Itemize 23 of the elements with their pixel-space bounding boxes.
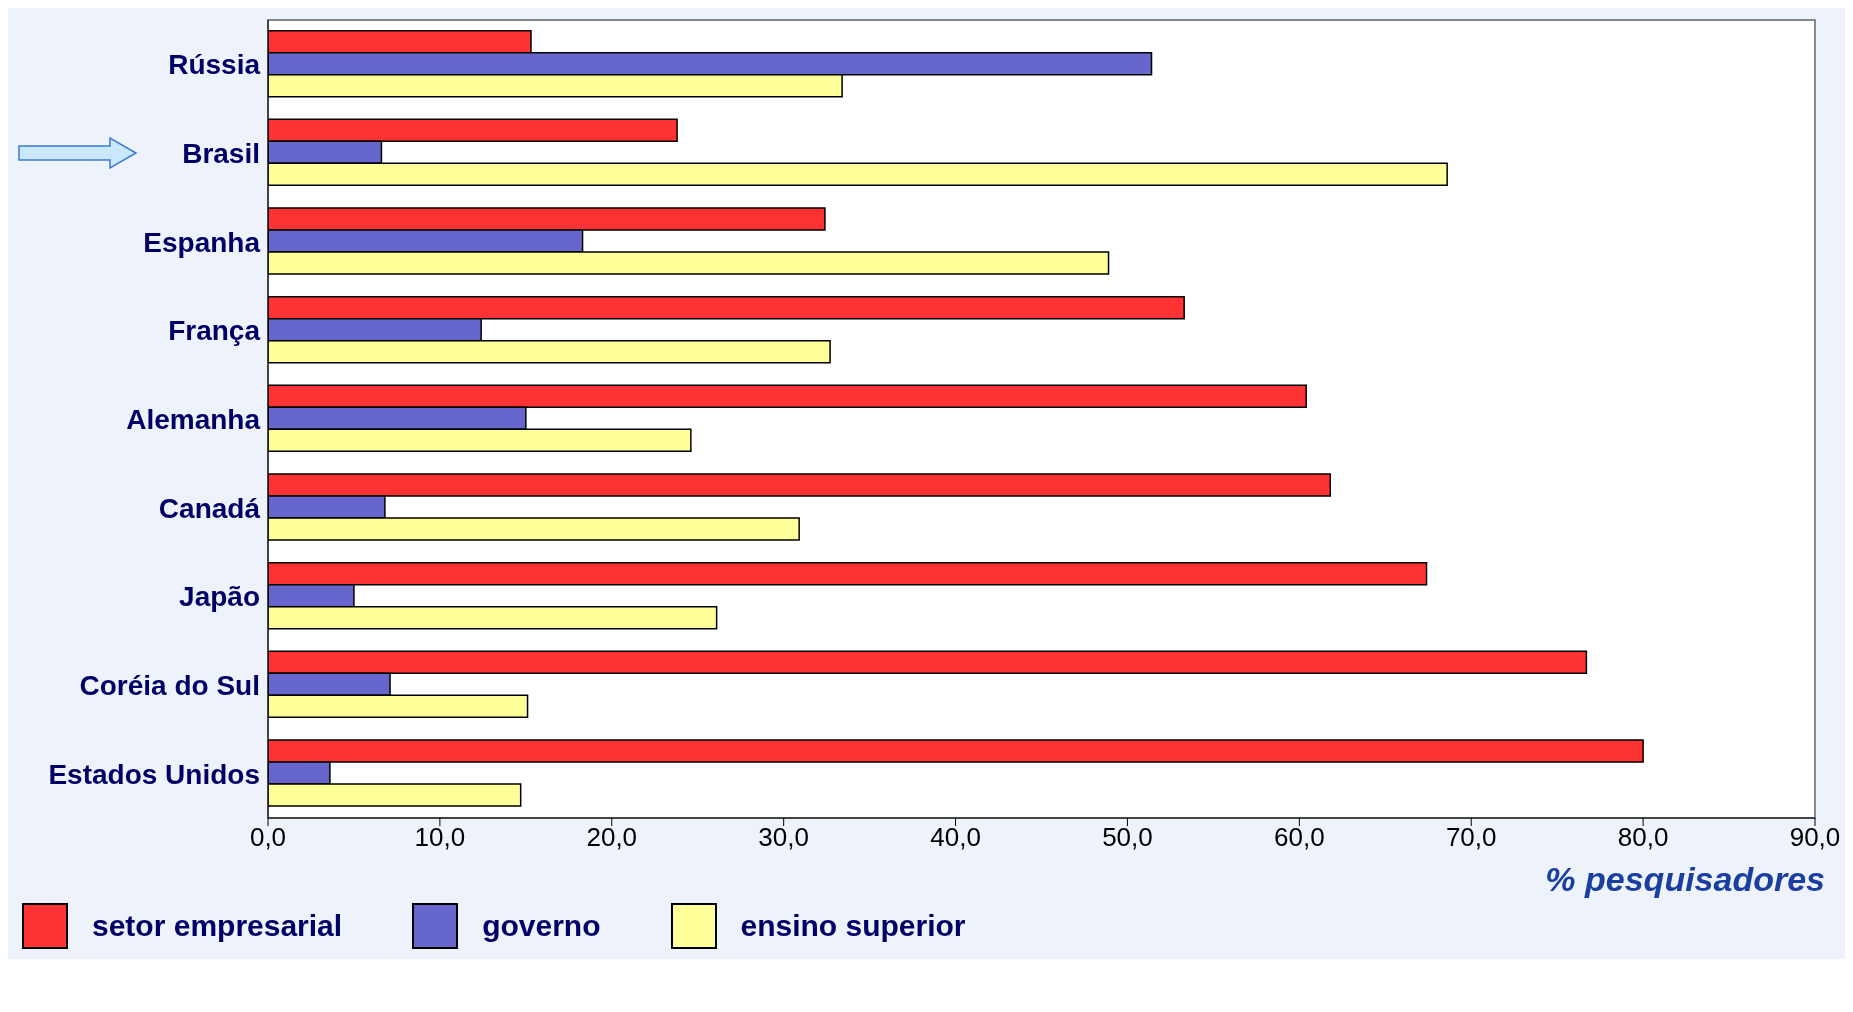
legend-label: ensino superior	[740, 909, 966, 943]
x-tick-label: 20,0	[586, 822, 638, 853]
x-tick-label: 70,0	[1445, 822, 1497, 853]
x-tick-label: 90,0	[1789, 822, 1841, 853]
y-tick-label: Canadá	[158, 492, 261, 524]
y-tick-label: França	[168, 315, 261, 347]
x-tick-label: 10,0	[414, 822, 466, 853]
x-tick-label: 40,0	[930, 822, 981, 853]
y-tick-label: Brasil	[182, 137, 260, 169]
x-axis-title: % pesquisadores	[1544, 860, 1826, 899]
y-tick-label: Coréia do Sul	[79, 669, 260, 701]
y-tick-label: Alemanha	[126, 403, 261, 435]
y-tick-label: Rússia	[168, 49, 261, 81]
x-tick-label: 0,0	[249, 822, 287, 853]
legend-label: governo	[482, 909, 601, 943]
y-tick-label: Japão	[179, 581, 260, 613]
x-tick-label: 30,0	[758, 822, 809, 853]
x-tick-label: 60,0	[1274, 822, 1325, 853]
legend-label: setor empresarial	[92, 909, 343, 943]
x-tick-label: 80,0	[1617, 822, 1669, 853]
y-tick-label: Estados Unidos	[48, 758, 260, 790]
y-tick-label: Espanha	[143, 226, 261, 258]
x-tick-label: 50,0	[1102, 822, 1153, 853]
